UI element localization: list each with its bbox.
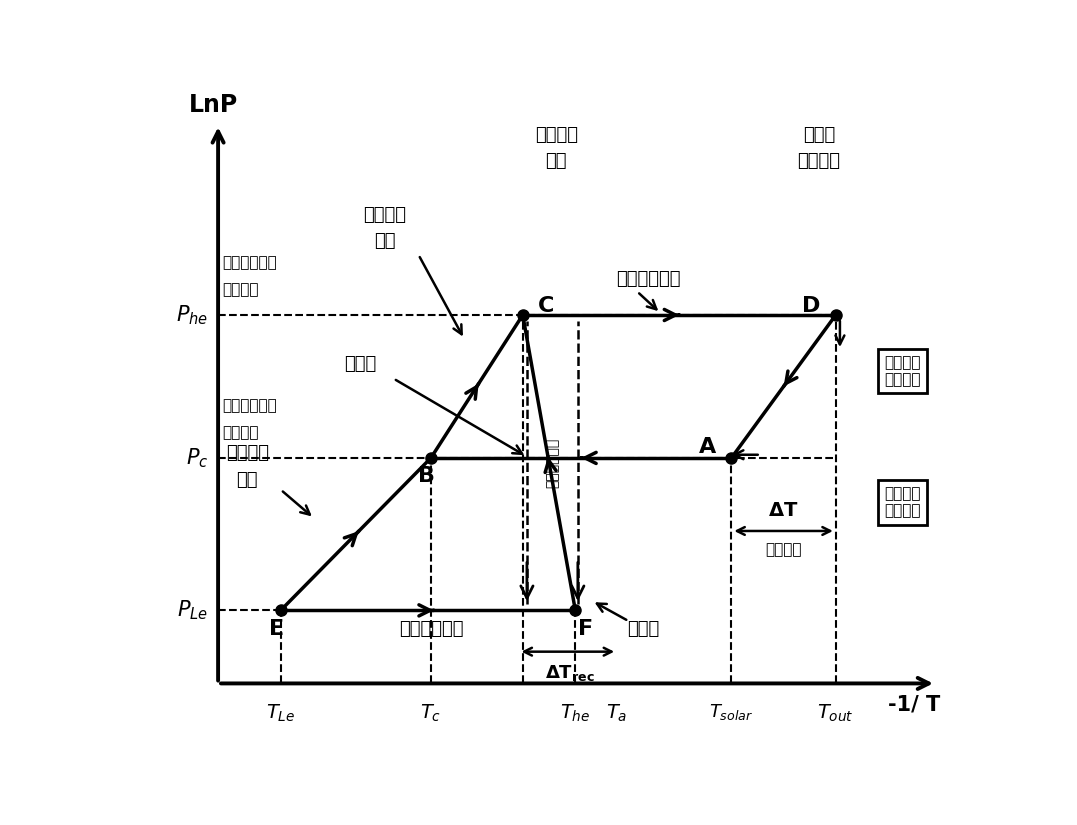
Text: F: F	[577, 619, 593, 639]
Text: $T_{Le}$: $T_{Le}$	[266, 703, 295, 724]
Text: 潜热: 潜热	[375, 233, 395, 250]
Text: $T_{solar}$: $T_{solar}$	[710, 703, 754, 723]
Text: $P_{he}$: $P_{he}$	[176, 303, 208, 327]
Text: LnP: LnP	[190, 92, 238, 117]
Text: $T_{out}$: $T_{out}$	[817, 703, 854, 724]
Text: 潜热: 潜热	[237, 470, 258, 488]
Text: E: E	[269, 619, 284, 639]
Text: B: B	[418, 466, 435, 486]
Text: 化学储能: 化学储能	[222, 425, 258, 440]
Text: 内部回热过程: 内部回热过程	[545, 437, 559, 488]
Text: 高温储热单元: 高温储热单元	[616, 271, 681, 289]
Text: 低温储热单元: 低温储热单元	[398, 620, 463, 638]
Text: -1/ T: -1/ T	[887, 695, 940, 715]
Text: 冬季释能升温: 冬季释能升温	[222, 256, 277, 271]
Text: $\mathbf{\Delta T}$: $\mathbf{\Delta T}$	[768, 501, 799, 520]
Text: A: A	[699, 436, 716, 457]
Text: C: C	[537, 296, 555, 316]
Text: $T_c$: $T_c$	[420, 703, 442, 724]
Text: 供热模式: 供热模式	[222, 282, 258, 297]
Text: $P_c$: $P_c$	[185, 446, 208, 469]
Text: D: D	[802, 296, 821, 316]
Text: $T_a$: $T_a$	[606, 703, 628, 724]
Text: $\mathbf{\Delta T_{rec}}$: $\mathbf{\Delta T_{rec}}$	[545, 663, 595, 683]
Text: $P_{Le}$: $P_{Le}$	[177, 599, 208, 622]
Text: 冷凝热: 冷凝热	[344, 355, 376, 373]
Text: 升温幅度: 升温幅度	[766, 542, 802, 558]
Text: 制冷剂平: 制冷剂平	[534, 126, 577, 144]
Text: 热平衡线: 热平衡线	[798, 152, 840, 170]
Text: 储能阶段
输入温度: 储能阶段 输入温度	[884, 486, 921, 519]
Text: 衡线: 衡线	[545, 152, 567, 170]
Text: 夏季太阳能热: 夏季太阳能热	[222, 398, 277, 413]
Text: 供能阶段
输出温度: 供能阶段 输出温度	[884, 355, 921, 387]
Text: 低温蒸发: 低温蒸发	[226, 444, 269, 462]
Text: 高温蒸发: 高温蒸发	[364, 205, 406, 224]
Text: $T_{he}$: $T_{he}$	[560, 703, 590, 724]
Text: 吸附热: 吸附热	[627, 620, 659, 638]
Text: 反应盐: 反应盐	[803, 126, 835, 144]
